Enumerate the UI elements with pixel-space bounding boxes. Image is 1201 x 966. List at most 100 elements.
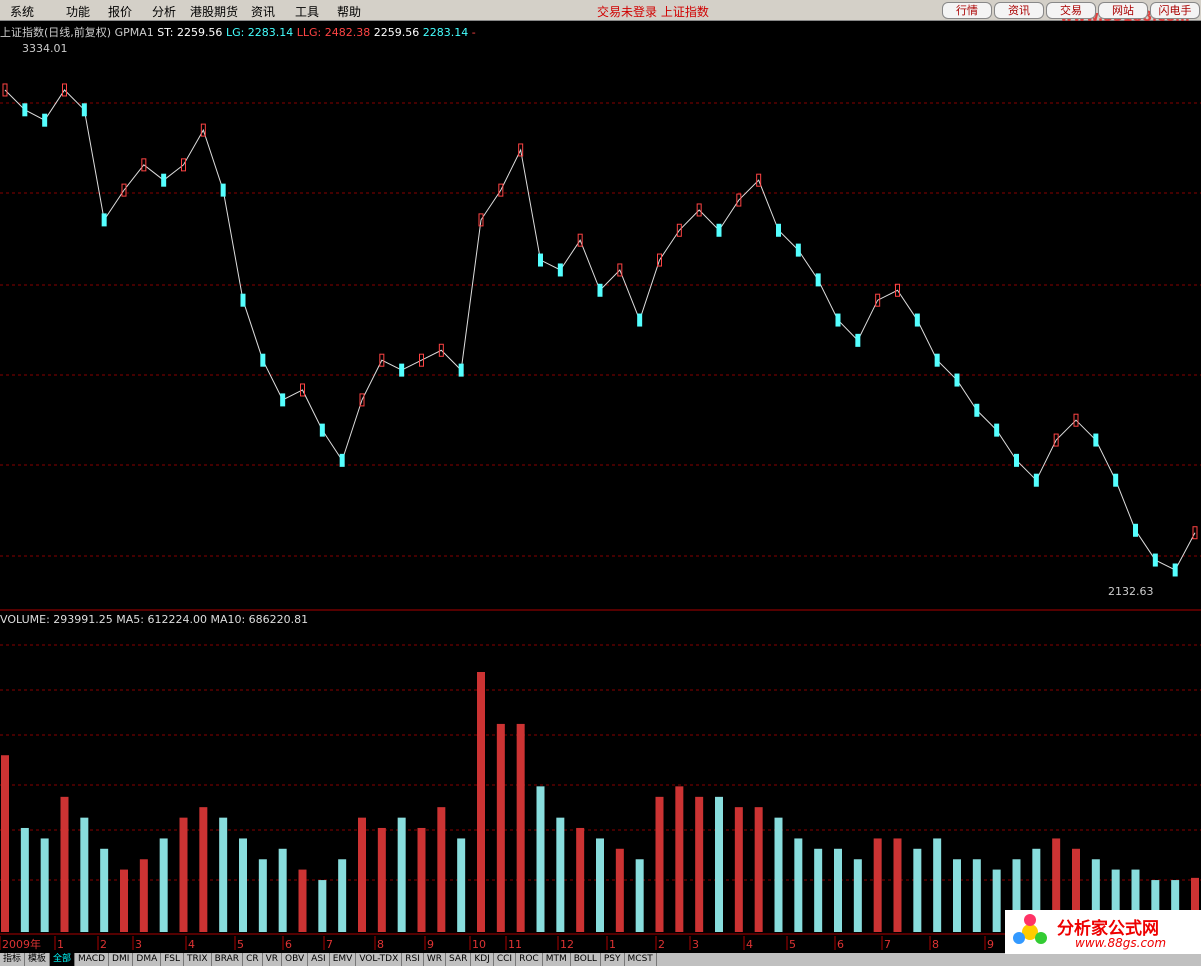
tab[interactable]: DMA xyxy=(133,953,162,966)
volume-bar xyxy=(397,817,406,932)
menu-item[interactable]: 系统 xyxy=(10,5,35,19)
volume-bar xyxy=(814,848,823,932)
tab[interactable]: PSY xyxy=(601,953,625,966)
high-label: 3334.01 xyxy=(22,42,68,55)
candle xyxy=(220,183,226,197)
menu-item[interactable]: 港股期货 xyxy=(190,5,239,19)
candle xyxy=(676,223,682,237)
volume-bar xyxy=(774,817,783,932)
volume-bar xyxy=(715,796,723,932)
tab[interactable]: 全部 xyxy=(50,953,76,966)
tab[interactable]: VOL-TDX xyxy=(356,953,403,966)
candle xyxy=(1093,433,1099,447)
candle xyxy=(1192,526,1198,540)
tab[interactable]: EMV xyxy=(330,953,357,966)
readout: ST: 2259.56 xyxy=(157,26,223,39)
candle xyxy=(379,353,385,367)
button[interactable]: 闪电手 xyxy=(1150,2,1200,19)
date-label: 10 xyxy=(472,938,486,951)
volume-bar xyxy=(1,755,9,932)
date-label: 7 xyxy=(326,938,333,951)
volume-bar xyxy=(457,838,466,932)
volume-bar xyxy=(199,807,208,932)
candle xyxy=(280,393,286,407)
tab[interactable]: 模板 xyxy=(25,953,51,966)
date-label: 2009年 xyxy=(2,937,41,951)
volume-bar xyxy=(219,817,228,932)
button[interactable]: 交易 xyxy=(1046,2,1096,19)
tab[interactable]: CR xyxy=(243,953,263,966)
button[interactable]: 行情 xyxy=(942,2,992,19)
candle xyxy=(934,353,940,367)
tab[interactable]: BRAR xyxy=(212,953,244,966)
button[interactable]: 资讯 xyxy=(994,2,1044,19)
candle xyxy=(101,213,107,227)
tab[interactable]: MACD xyxy=(75,953,110,966)
date-label: 6 xyxy=(285,938,292,951)
date-label: 8 xyxy=(932,938,939,951)
candle xyxy=(419,353,424,367)
volume-bar xyxy=(794,838,803,932)
candle xyxy=(954,373,960,387)
tab[interactable]: VR xyxy=(263,953,283,966)
menu-item[interactable]: 报价 xyxy=(108,5,133,19)
candle xyxy=(577,233,583,247)
low-label: 2132.63 xyxy=(1108,585,1154,598)
candle xyxy=(835,313,841,327)
volume-bar xyxy=(100,848,109,932)
candle xyxy=(1172,563,1178,577)
date-label: 3 xyxy=(135,938,142,951)
volume-bar xyxy=(496,723,505,932)
tab[interactable]: TRIX xyxy=(184,953,212,966)
date-label: 11 xyxy=(508,938,522,951)
candle xyxy=(657,253,662,267)
tab[interactable]: OBV xyxy=(282,953,309,966)
candle xyxy=(161,173,167,187)
date-label: 12 xyxy=(560,938,574,951)
tab[interactable]: CCI xyxy=(494,953,517,966)
date-label: 5 xyxy=(789,938,796,951)
candle xyxy=(736,193,742,207)
button[interactable]: 网站 xyxy=(1098,2,1148,19)
tab[interactable]: SAR xyxy=(446,953,472,966)
volume-bar xyxy=(576,827,585,932)
date-label: 5 xyxy=(237,938,244,951)
readout: - xyxy=(471,26,476,39)
volume-bar xyxy=(734,807,743,932)
volume-bar xyxy=(893,838,902,932)
candle xyxy=(458,363,464,377)
date-label: 4 xyxy=(188,938,195,951)
volume-bar xyxy=(477,672,485,932)
candle xyxy=(914,313,920,327)
volume-bar xyxy=(933,838,942,932)
menu-item[interactable]: 资讯 xyxy=(251,5,276,19)
candle xyxy=(359,393,365,407)
tab[interactable]: FSL xyxy=(161,953,184,966)
tab[interactable]: KDJ xyxy=(471,953,494,966)
tab[interactable]: ASI xyxy=(308,953,330,966)
volume-bar xyxy=(853,859,862,932)
menu-item[interactable]: 帮助 xyxy=(337,5,362,19)
menu-item[interactable]: 分析 xyxy=(152,5,177,19)
readout: MA10: 686220.81 xyxy=(210,613,309,626)
tab[interactable]: BOLL xyxy=(571,953,601,966)
tab[interactable]: MTM xyxy=(543,953,571,966)
tab[interactable]: RSI xyxy=(402,953,424,966)
candle xyxy=(240,293,246,307)
volume-bar xyxy=(358,817,366,932)
tab[interactable]: MCST xyxy=(625,953,657,966)
tab[interactable]: ROC xyxy=(516,953,543,966)
candle xyxy=(597,283,603,297)
menu-item[interactable]: 功能 xyxy=(66,5,91,19)
tab[interactable]: DMI xyxy=(109,953,134,966)
candle xyxy=(81,103,87,117)
candle xyxy=(181,158,186,172)
menu-item[interactable]: 工具 xyxy=(295,5,320,19)
volume-bar xyxy=(992,869,1001,932)
tab[interactable]: WR xyxy=(424,953,447,966)
readout: 2259.56 xyxy=(373,26,420,39)
tab[interactable]: 指标 xyxy=(0,953,26,966)
candle xyxy=(557,263,563,277)
